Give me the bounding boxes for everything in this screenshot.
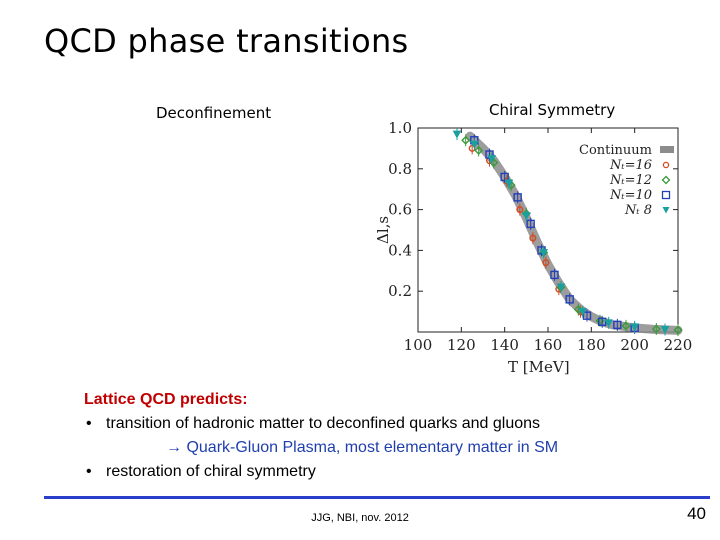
- data-point: [651, 324, 661, 334]
- data-point: [529, 234, 537, 242]
- legend-label: Nₜ=10: [609, 188, 652, 203]
- chiral-symmetry-label: Chiral Symmetry: [489, 101, 616, 119]
- data-point: [516, 206, 524, 214]
- data-point: [500, 172, 509, 182]
- bullet-marker: •: [86, 415, 92, 432]
- data-point: [673, 325, 683, 335]
- data-point: [565, 295, 574, 304]
- bullet-marker: •: [86, 463, 92, 480]
- data-point: [556, 283, 566, 292]
- x-tick-label: 140: [490, 336, 519, 354]
- page-title: QCD phase transitions: [44, 22, 409, 60]
- bullet-item: • restoration of chiral symmetry: [84, 460, 558, 484]
- x-tick-label: 120: [447, 336, 476, 354]
- data-point: [613, 320, 622, 330]
- x-tick-label: 180: [577, 336, 606, 354]
- data-point: [578, 308, 588, 317]
- data-point: [539, 248, 549, 257]
- data-point: [604, 319, 614, 328]
- data-point: [474, 145, 484, 155]
- data-point: [582, 311, 592, 320]
- legend-swatch: [661, 190, 671, 200]
- x-axis-label: T [MeV]: [508, 358, 570, 376]
- legend-swatch: [661, 175, 671, 185]
- predictions-heading: Lattice QCD predicts:: [84, 391, 248, 408]
- data-point: [452, 130, 462, 139]
- sub-item: → Quark-Gluon Plasma, most elementary ma…: [166, 439, 559, 456]
- data-point: [660, 326, 670, 335]
- x-tick-label: 100: [404, 336, 433, 354]
- data-point: [469, 140, 479, 149]
- x-tick-label: 220: [664, 336, 693, 354]
- data-point: [621, 321, 631, 331]
- y-tick-label: 1.0: [388, 119, 412, 137]
- x-tick-label: 160: [534, 336, 563, 354]
- y-tick-label: 0.6: [388, 201, 412, 219]
- legend-label: Continuum: [579, 143, 652, 158]
- legend-label: Nₜ=16: [609, 158, 652, 173]
- phase-transition-chart: 100 120 140 160 180 200 220 0.2 0.4 0.6 0.8 1.0 T [M…: [374, 119, 693, 376]
- data-point: [468, 144, 476, 152]
- data-point: [487, 155, 497, 164]
- data-point: [461, 135, 471, 145]
- y-tick-label: 0.2: [388, 282, 412, 300]
- deconfinement-label: Deconfinement: [156, 104, 272, 122]
- data-point: [542, 259, 550, 267]
- y-tick-label: 0.8: [388, 160, 412, 178]
- bullet-text: restoration of chiral symmetry: [106, 463, 316, 480]
- data-point: [550, 270, 559, 280]
- slide-body: Lattice QCD predicts: • transition of ha…: [84, 388, 558, 484]
- data-point: [521, 212, 531, 221]
- x-tick-label: 200: [620, 336, 649, 354]
- legend-swatch: [662, 207, 670, 214]
- legend-label: Nₜ 8: [624, 203, 652, 218]
- data-point: [630, 323, 640, 332]
- legend-label: Nₜ=12: [609, 173, 652, 188]
- data-point: [526, 219, 535, 229]
- footer-rule: [44, 496, 710, 499]
- footer-text: JJG, NBI, nov. 2012: [311, 512, 409, 524]
- y-axis-label: Δl,s: [374, 216, 392, 244]
- legend-swatch: [662, 161, 670, 169]
- data-point: [504, 179, 514, 188]
- bullet-text: transition of hadronic matter to deconfi…: [106, 415, 541, 432]
- legend-swatch: [660, 146, 674, 153]
- page-number: 40: [687, 504, 706, 523]
- bullet-item: • transition of hadronic matter to decon…: [84, 412, 558, 436]
- y-tick-label: 0.4: [388, 241, 412, 259]
- data-point: [513, 193, 522, 202]
